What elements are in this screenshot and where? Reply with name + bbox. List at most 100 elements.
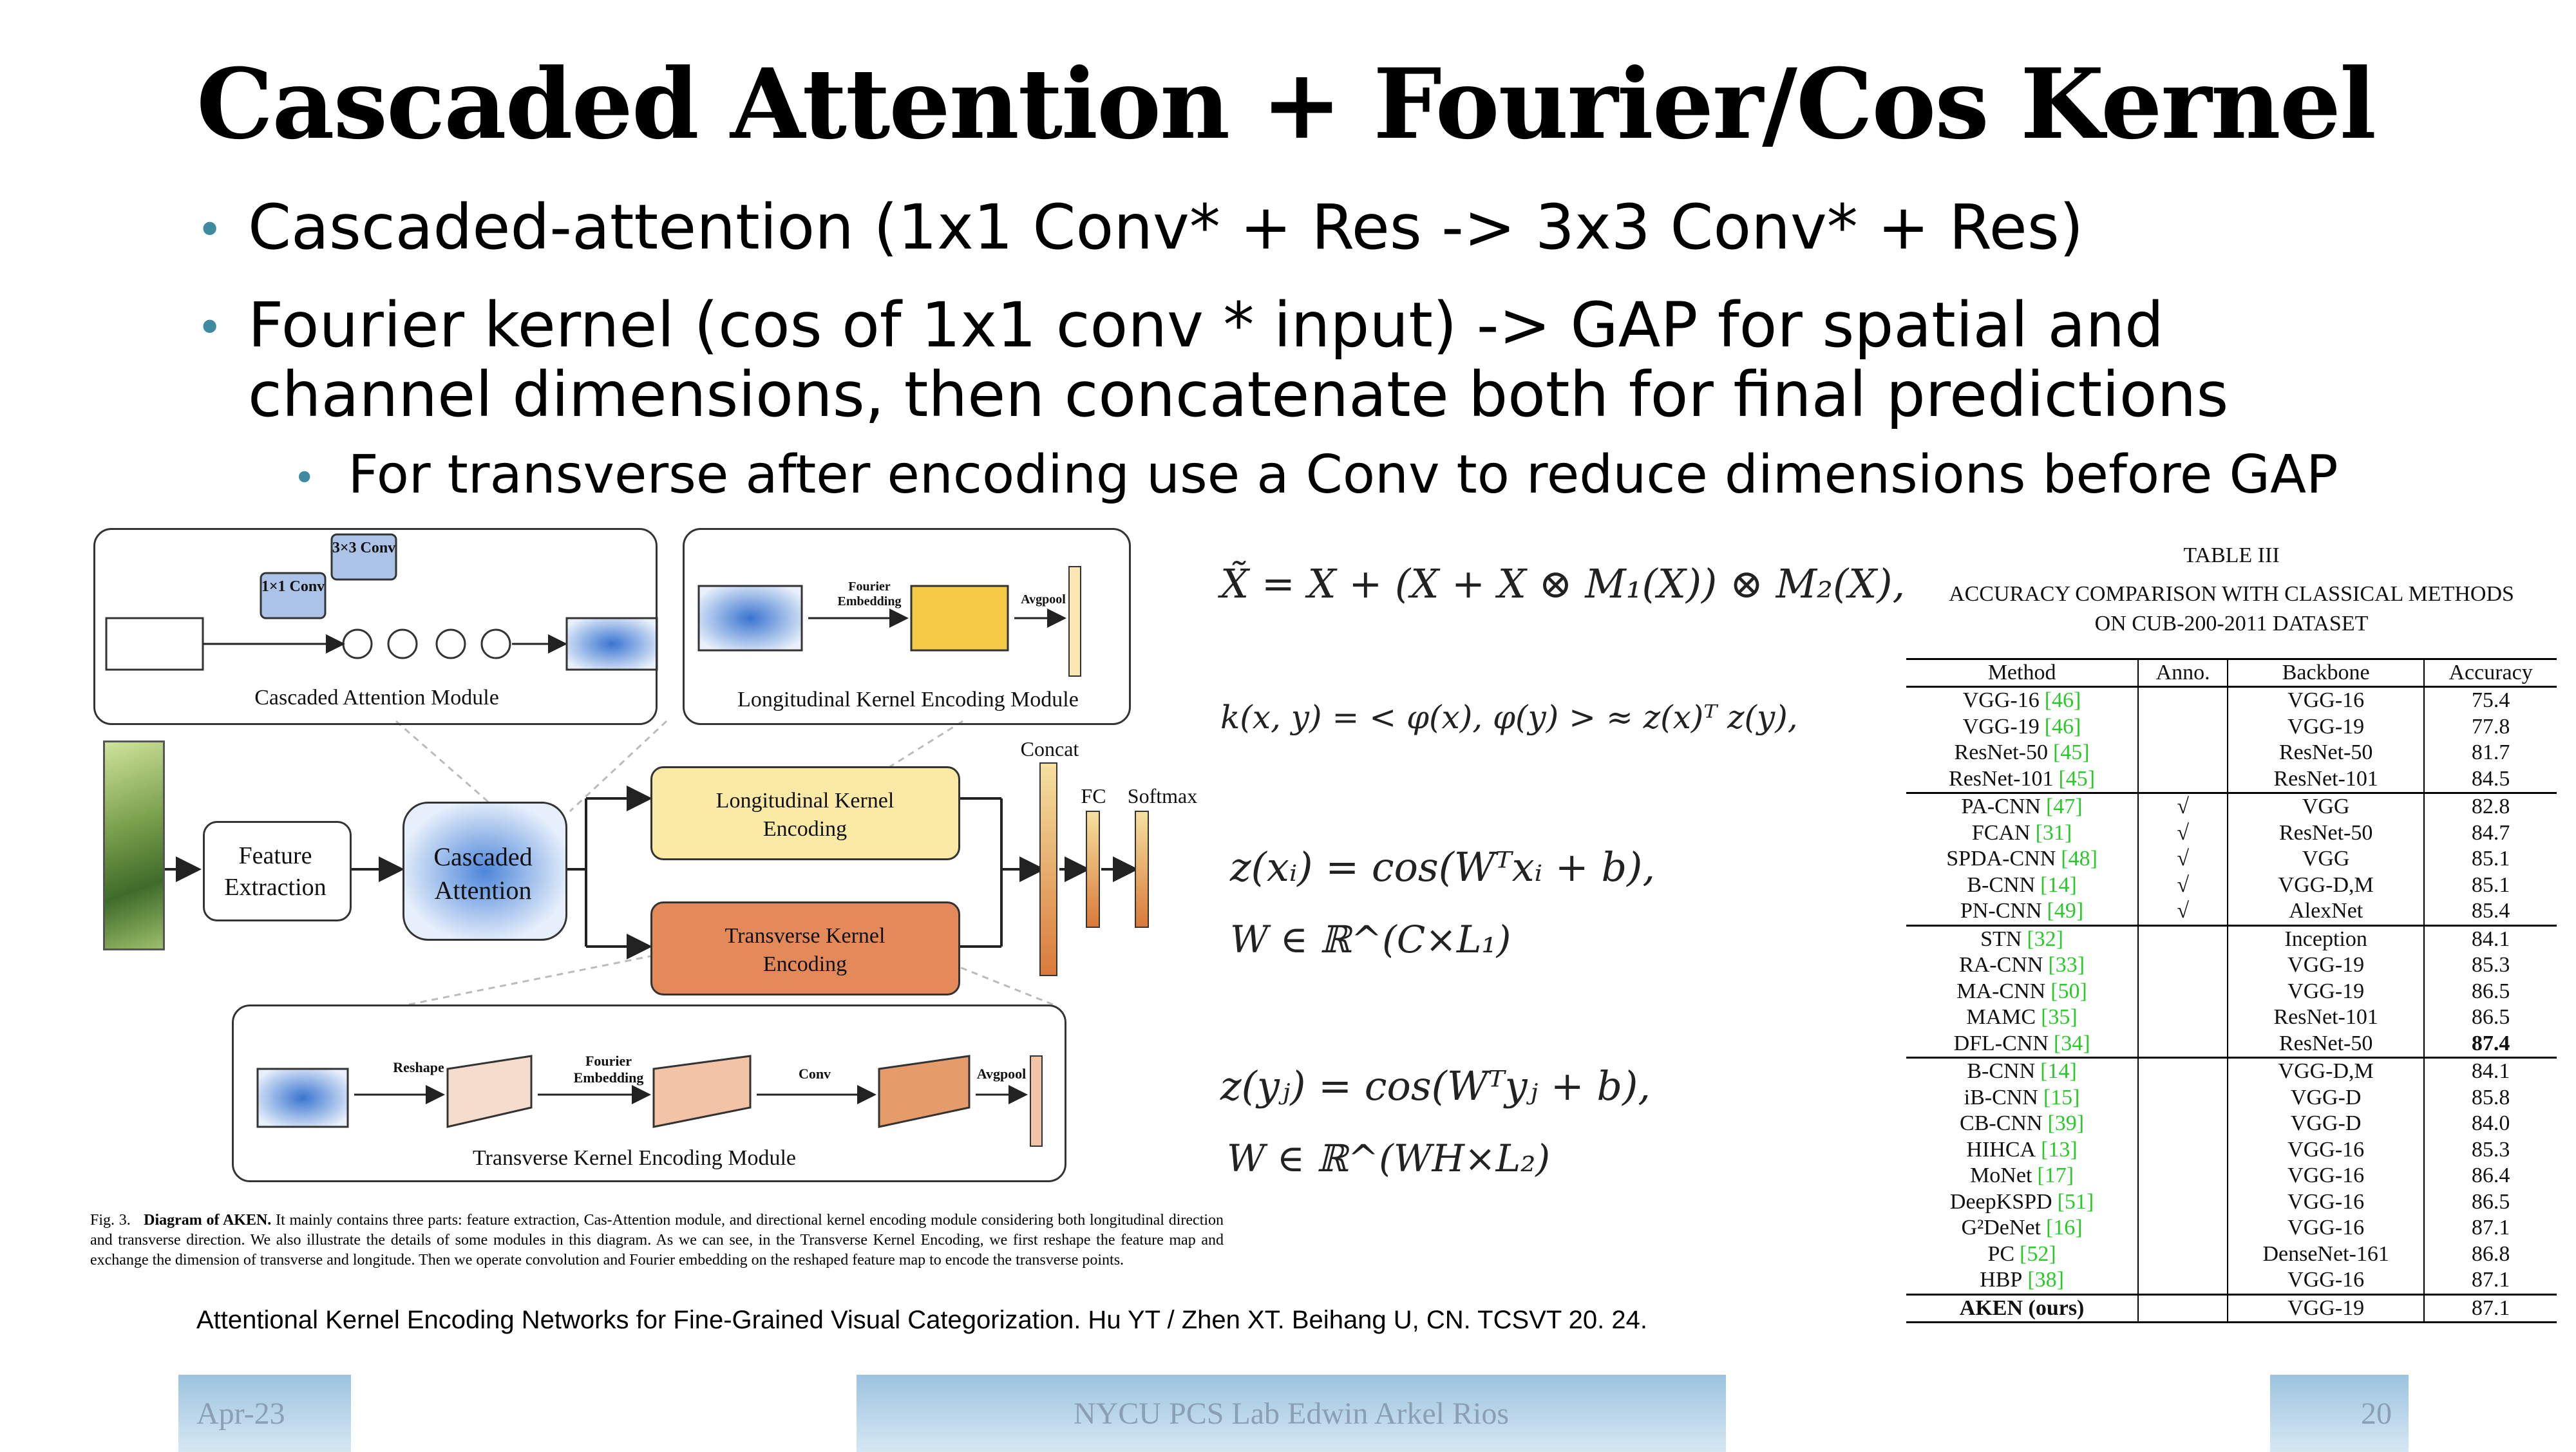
cell-anno	[2138, 1136, 2229, 1164]
cell-accuracy: 84.0	[2471, 1111, 2510, 1136]
method-name: VGG-16	[1962, 688, 2040, 713]
bullet-text: Cascaded-attention (1x1 Conv* + Res -> 3…	[248, 191, 2084, 263]
equation-3b: W ∈ ℝ^(C×L₁)	[1230, 918, 1511, 961]
conv-label: Conv	[798, 1066, 831, 1082]
method-name: AKEN (ours)	[1959, 1296, 2085, 1320]
cell-backbone: VGG-16	[2228, 1189, 2425, 1216]
longitudinal-block-label: Longitudinal Kernel Encoding	[715, 789, 895, 842]
feature-extraction-label: Feature Extraction	[224, 842, 327, 901]
cell-method: CB-CNN [39]	[1906, 1111, 2139, 1137]
slide-title: Cascaded Attention + Fourier/Cos Kernel	[196, 48, 2376, 161]
cascaded-module-label: Cascaded Attention Module	[254, 686, 499, 710]
method-name: PN-CNN	[1960, 899, 2042, 923]
method-citation: [48]	[2061, 847, 2098, 871]
cell-anno	[2138, 1163, 2229, 1189]
cell-accuracy: 87.4	[2471, 1031, 2510, 1055]
method-citation: [45]	[2052, 740, 2090, 765]
concat-label: Concat	[1020, 737, 1079, 760]
fc-label: FC	[1081, 784, 1106, 807]
table-row: iB-CNN [15] VGG-D 85.8	[1906, 1084, 2557, 1111]
cell-anno: √	[2138, 792, 2229, 820]
cell-method: iB-CNN [15]	[1906, 1084, 2139, 1111]
cell-accuracy: 86.4	[2471, 1164, 2510, 1188]
cell-backbone: ResNet-101	[2228, 766, 2425, 793]
method-citation: [51]	[2057, 1189, 2094, 1214]
softmax-label: Softmax	[1127, 784, 1198, 807]
transverse-avgpool-label: Avgpool	[976, 1066, 1027, 1082]
table-row: DFL-CNN [34] ResNet-50 87.4	[1906, 1030, 2557, 1058]
table-row: B-CNN [14] VGG-D,M 84.1	[1906, 1057, 2557, 1085]
cell-method: SPDA-CNN [48]	[1906, 846, 2139, 872]
method-name: VGG-19	[1962, 714, 2040, 739]
equation-2: k(x, y) = < φ(x), φ(y) > ≈ z(x)ᵀ z(y),	[1220, 699, 1798, 736]
cell-accuracy: 86.8	[2471, 1241, 2510, 1266]
method-citation: [13]	[2041, 1137, 2078, 1162]
cell-method: PC [52]	[1906, 1241, 2139, 1268]
cell-anno	[2138, 1241, 2229, 1268]
cell-accuracy: 86.5	[2471, 1189, 2510, 1214]
footer-center: NYCU PCS Lab Edwin Arkel Rios	[857, 1375, 1726, 1452]
cell-anno: √	[2138, 820, 2229, 847]
cell-method: VGG-19 [46]	[1906, 713, 2139, 740]
method-name: G²DeNet	[1961, 1216, 2041, 1240]
cell-anno	[2138, 686, 2229, 714]
table-row: ResNet-101 [45] ResNet-101 84.5	[1906, 766, 2557, 793]
cell-accuracy: 75.4	[2471, 688, 2510, 713]
method-name: MoNet	[1970, 1164, 2032, 1188]
cell-accuracy: 84.1	[2424, 924, 2557, 953]
cell-backbone: VGG	[2228, 792, 2425, 820]
method-name: SPDA-CNN	[1946, 847, 2056, 871]
transverse-module	[232, 1004, 1066, 1182]
cascaded-attention-box	[402, 802, 567, 941]
table-row: PA-CNN [47] √ VGG 82.8	[1906, 792, 2557, 820]
cell-backbone: VGG-16	[2228, 1163, 2425, 1189]
cell-method: MA-CNN [50]	[1906, 978, 2139, 1005]
method-name: B-CNN	[1967, 1059, 2036, 1084]
cell-method: G²DeNet [16]	[1906, 1215, 2139, 1241]
method-citation: [47]	[2045, 795, 2083, 819]
cell-anno: √	[2138, 872, 2229, 899]
method-name: HIHCA	[1966, 1137, 2036, 1162]
longitudinal-block	[650, 766, 960, 860]
method-name: CB-CNN	[1960, 1111, 2043, 1136]
method-citation: [32]	[2027, 927, 2064, 951]
cell-accuracy: 82.8	[2424, 792, 2557, 820]
table-row: B-CNN [14] √ VGG-D,M 85.1	[1906, 872, 2557, 899]
table-row: PC [52] DenseNet-161 86.8	[1906, 1241, 2557, 1268]
cell-backbone: Inception	[2228, 924, 2425, 953]
caption-lead: Fig. 3.	[90, 1212, 131, 1229]
bird-image	[103, 740, 165, 950]
cell-method: STN [32]	[1906, 924, 2139, 953]
cell-backbone: VGG-16	[2228, 1136, 2425, 1164]
method-citation: [39]	[2047, 1111, 2085, 1136]
header-method: Method	[1906, 657, 2139, 688]
table-header-row: Method Anno. Backbone Accuracy	[1906, 657, 2557, 688]
avgpool-label: Avgpool	[1021, 592, 1066, 607]
cell-accuracy: 87.1	[2424, 1293, 2557, 1324]
caption-bold: Diagram of AKEN.	[144, 1212, 272, 1229]
cell-method: RA-CNN [33]	[1906, 952, 2139, 979]
cascaded-attention-module	[93, 528, 658, 725]
table-row: STN [32] Inception 84.1	[1906, 924, 2557, 953]
cell-backbone: VGG-19	[2228, 952, 2425, 979]
method-citation: [16]	[2045, 1216, 2083, 1240]
bullet-dot: •	[196, 203, 223, 256]
cell-accuracy: 84.1	[2424, 1057, 2557, 1085]
cell-backbone: VGG-D	[2228, 1084, 2425, 1111]
header-accuracy: Accuracy	[2424, 657, 2557, 688]
cell-method: DeepKSPD [51]	[1906, 1189, 2139, 1216]
method-citation: [33]	[2048, 953, 2085, 977]
cell-method: HIHCA [13]	[1906, 1136, 2139, 1164]
method-citation: [52]	[2020, 1241, 2056, 1266]
cell-accuracy: 84.5	[2471, 766, 2510, 791]
reference-text: Attentional Kernel Encoding Networks for…	[196, 1306, 1648, 1334]
cell-backbone: VGG-D,M	[2228, 872, 2425, 899]
method-citation: [17]	[2037, 1164, 2074, 1188]
cell-method: AKEN (ours)	[1906, 1293, 2139, 1324]
cell-accuracy: 81.7	[2471, 740, 2510, 765]
cell-method: MAMC [35]	[1906, 1004, 2139, 1031]
cell-accuracy: 87.1	[2471, 1268, 2510, 1292]
method-name: ResNet-101	[1949, 766, 2054, 791]
conv3-label: 3×3 Conv	[332, 540, 396, 556]
bullet-dot: •	[196, 301, 223, 354]
